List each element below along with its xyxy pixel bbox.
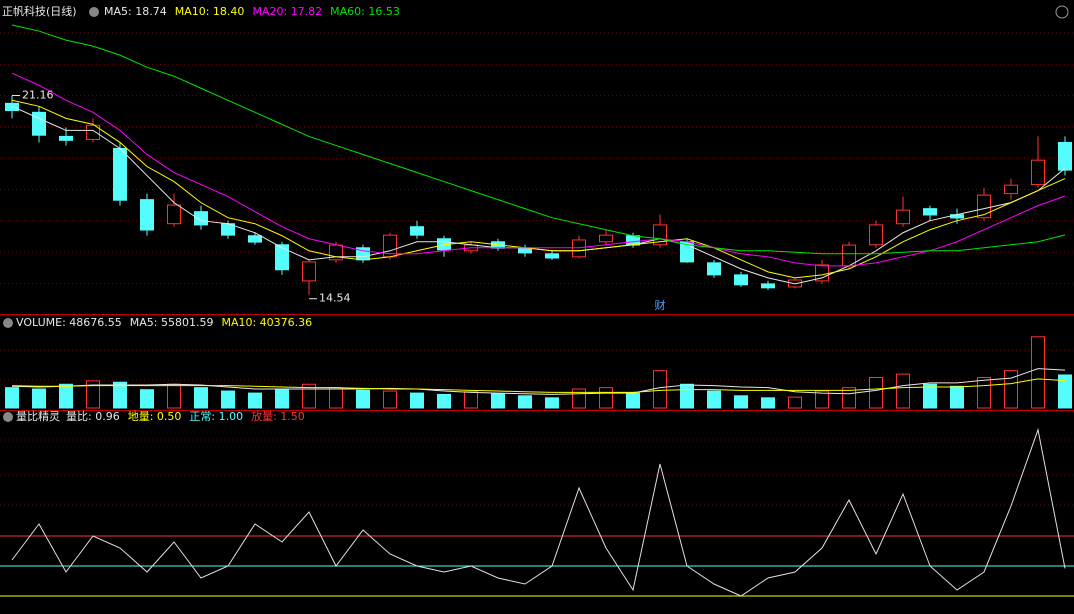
ratio-title: 量比精灵: [16, 410, 60, 423]
candle-body: [32, 111, 46, 136]
settings-icon[interactable]: [1055, 5, 1069, 19]
volume-bar: [221, 390, 235, 409]
menu-icon[interactable]: [89, 7, 99, 17]
legend-entry: MA60: 16.53: [330, 5, 400, 18]
legend-entry: 量比: 0.96: [66, 410, 120, 423]
candle-body: [977, 194, 991, 219]
legend-entry: MA5: 18.74: [104, 5, 167, 18]
candle-body: [923, 208, 937, 216]
candle-body: [167, 204, 181, 225]
volume-bar: [410, 392, 424, 409]
candle-body: [140, 199, 154, 231]
volume-bar: [653, 370, 667, 409]
legend-entry: MA10: 18.40: [175, 5, 245, 18]
volume-bar: [1058, 374, 1072, 409]
candle-body: [734, 274, 748, 286]
legend-entry: MA20: 17.82: [252, 5, 322, 18]
volume-bar: [815, 390, 829, 409]
volume-bar: [167, 383, 181, 409]
candle-body: [59, 135, 73, 141]
candle-body: [1004, 184, 1018, 195]
volume-bar: [437, 393, 451, 409]
candle-body: [545, 253, 559, 259]
volume-bar: [977, 376, 991, 409]
layout: [0, 5, 1074, 422]
volume-bar: [356, 389, 370, 409]
volume-bar: [761, 397, 775, 409]
chart-title: 正帆科技(日线): [2, 4, 77, 18]
candle-body: [1058, 141, 1072, 171]
candle-body: [410, 226, 424, 236]
volume-bar: [734, 395, 748, 409]
volume-bar: [329, 387, 343, 409]
candle-body: [599, 234, 613, 243]
volume-bar: [383, 390, 397, 409]
volume-bar: [707, 390, 721, 409]
candle-body: [869, 224, 883, 246]
legend-entry: 地量: 0.50: [128, 410, 182, 423]
volume-label: VOLUME: 48676.55: [16, 316, 122, 329]
candle-body: [572, 239, 586, 258]
menu-icon[interactable]: [3, 318, 13, 328]
volume-bar: [518, 395, 532, 409]
event-marker: 财: [655, 298, 666, 312]
volume-bar: [1004, 370, 1018, 409]
volume-bar: [788, 396, 802, 409]
legend-entry: MA10: 40376.36: [221, 316, 312, 329]
candle-body: [707, 262, 721, 276]
candle-body: [275, 244, 289, 271]
volume-bar: [545, 397, 559, 409]
volume-bar: [1031, 336, 1045, 409]
volume-bar: [950, 385, 964, 409]
high-annotation: 21.16: [22, 88, 54, 101]
legend-entry: 放量: 1.50: [251, 409, 305, 423]
ma-line: [11, 72, 1066, 267]
volume-bar: [599, 387, 613, 409]
low-annotation: 14.54: [319, 292, 351, 305]
ma-line: [11, 99, 1066, 279]
candle-body: [761, 283, 775, 289]
volume-bar: [86, 380, 100, 409]
candle-body: [248, 235, 262, 243]
volume-bar: [626, 392, 640, 409]
volume-ma-line: [11, 378, 1066, 393]
candle-body: [302, 261, 316, 282]
volume-bar: [491, 393, 505, 409]
volume-bar: [194, 387, 208, 409]
candle-body: [842, 244, 856, 267]
candle-body: [5, 102, 19, 112]
ratio-line: [11, 427, 1066, 597]
volume-bar: [923, 383, 937, 409]
volume-bar: [140, 389, 154, 409]
volume-bar: [32, 388, 46, 409]
volume-bar: [302, 383, 316, 409]
volume-bar: [113, 381, 127, 409]
menu-icon[interactable]: [3, 412, 13, 422]
volume-bar: [275, 388, 289, 409]
volume-bar: [842, 387, 856, 409]
volume-bar: [869, 376, 883, 409]
volume-bar: [59, 383, 73, 409]
volume-bar: [464, 391, 478, 409]
volume-bar: [680, 383, 694, 409]
candle-body: [1031, 159, 1045, 186]
legend-entry: MA5: 55801.59: [130, 316, 214, 329]
candle-body: [86, 124, 100, 140]
candle-body: [896, 209, 910, 225]
ma-line: [11, 24, 1066, 255]
ma-line: [11, 105, 1066, 285]
candle-body: [194, 211, 208, 226]
legend-entry: 正常: 1.00: [189, 410, 243, 423]
candle-body: [113, 147, 127, 201]
volume-bar: [248, 392, 262, 409]
volume-bar: [5, 387, 19, 409]
volume-bar: [572, 388, 586, 409]
volume-bar: [896, 373, 910, 409]
